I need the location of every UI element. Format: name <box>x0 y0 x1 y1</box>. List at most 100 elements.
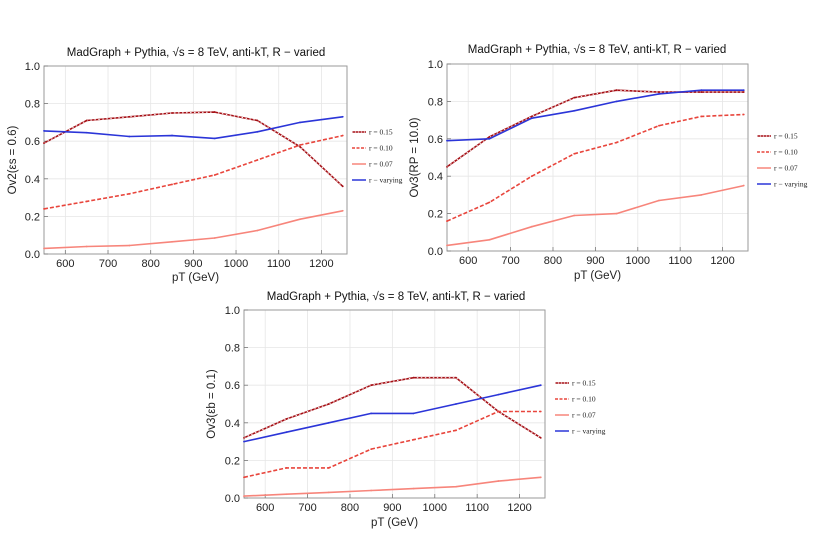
data-point <box>370 412 373 415</box>
data-point <box>299 218 301 221</box>
data-point <box>539 410 542 413</box>
x-tick-label: 600 <box>459 255 477 267</box>
data-point <box>171 183 173 186</box>
data-point <box>615 100 618 103</box>
legend-label: r = 0.15 <box>369 128 393 137</box>
data-point <box>256 159 259 161</box>
x-tick-label: 700 <box>501 255 519 267</box>
y-tick-label: 0.6 <box>25 136 40 148</box>
data-point <box>285 493 288 496</box>
series-line-2 <box>243 410 541 479</box>
data-point <box>446 244 448 247</box>
data-point <box>128 135 131 138</box>
data-point <box>213 137 216 140</box>
data-point <box>412 487 415 490</box>
data-point <box>327 491 330 494</box>
data-point <box>658 93 660 95</box>
data-point <box>171 134 173 137</box>
legend-label: r = 0.10 <box>369 144 393 153</box>
y-tick-label: 0.6 <box>428 134 443 146</box>
y-axis-label: Ov2(εs = 0.6) <box>7 125 19 194</box>
y-tick-label: 0.8 <box>428 96 443 108</box>
x-tick-label: 800 <box>142 258 160 270</box>
legend-label: r = 0.15 <box>572 379 596 388</box>
data-point <box>43 142 45 144</box>
x-tick-label: 900 <box>586 255 604 267</box>
y-tick-label: 0.6 <box>225 380 240 392</box>
data-point <box>700 194 703 196</box>
y-tick-label: 0.8 <box>225 343 240 355</box>
y-tick-label: 1.0 <box>25 61 40 73</box>
data-point <box>243 436 245 439</box>
data-point <box>742 184 745 187</box>
data-point <box>171 112 173 114</box>
data-point <box>128 244 131 247</box>
x-tick-label: 1200 <box>507 502 531 514</box>
data-point <box>370 384 373 387</box>
x-tick-label: 800 <box>544 255 562 267</box>
data-point <box>455 429 457 432</box>
chart-title: MadGraph + Pythia, √s = 8 TeV, anti-kT, … <box>468 43 727 56</box>
x-tick-label: 1100 <box>267 258 291 270</box>
data-point <box>256 229 259 232</box>
data-point <box>243 495 245 498</box>
data-point <box>539 476 542 479</box>
data-point <box>213 237 216 239</box>
x-tick-label: 1200 <box>710 255 734 267</box>
data-point <box>243 476 245 479</box>
data-point <box>615 212 618 215</box>
series-line-1 <box>43 111 344 187</box>
x-tick-label: 800 <box>341 502 359 514</box>
x-tick-label: 1000 <box>224 258 248 270</box>
data-point <box>488 136 491 138</box>
data-point <box>85 200 88 203</box>
chart-panel-3: 600 700 800 900 1000 1100 1200 0.0 0.2 0.4 0.6 0.8 1… <box>206 290 606 529</box>
data-point <box>85 119 88 122</box>
data-point <box>700 91 703 93</box>
series-line-3 <box>446 184 744 247</box>
data-point <box>85 131 88 134</box>
legend-label: r = 0.07 <box>369 160 393 169</box>
data-point <box>285 418 288 420</box>
data-point <box>488 137 491 140</box>
y-tick-label: 0.0 <box>25 249 40 261</box>
data-point <box>412 438 415 441</box>
series-line-1-dots <box>243 377 542 439</box>
data-point <box>85 245 88 248</box>
data-point <box>341 209 344 212</box>
legend-label: r = 0.15 <box>774 132 798 141</box>
chart-title: MadGraph + Pythia, √s = 8 TeV, anti-kT, … <box>267 290 526 303</box>
x-tick-label: 900 <box>383 502 401 514</box>
legend-label: r = 0.10 <box>572 395 596 404</box>
plot-frame <box>43 65 348 255</box>
data-point <box>412 376 415 379</box>
y-tick-label: 1.0 <box>428 59 443 71</box>
data-point <box>243 440 245 443</box>
data-point <box>213 174 216 176</box>
data-point <box>256 119 259 122</box>
legend-label: r = 0.07 <box>572 411 596 420</box>
series-line-2 <box>446 113 744 222</box>
data-point <box>213 111 216 113</box>
series-line-3 <box>243 476 541 497</box>
data-point <box>299 144 301 146</box>
data-point <box>128 192 131 195</box>
data-point <box>341 185 344 188</box>
y-tick-label: 0.2 <box>25 211 40 223</box>
y-tick-label: 0.4 <box>25 174 40 186</box>
data-point <box>700 89 703 92</box>
data-point <box>327 421 330 424</box>
data-point <box>256 130 259 133</box>
data-point <box>128 115 131 118</box>
series-line-3 <box>43 210 343 250</box>
x-axis-label: pT (GeV) <box>172 272 219 284</box>
series-line-4 <box>446 89 744 142</box>
data-point <box>299 145 301 148</box>
data-point <box>446 139 448 142</box>
data-point <box>171 240 173 243</box>
legend-label: r − varying <box>774 180 808 189</box>
series-line-2 <box>43 134 343 210</box>
data-point <box>497 410 500 413</box>
data-point <box>43 247 45 250</box>
data-point <box>573 214 576 217</box>
